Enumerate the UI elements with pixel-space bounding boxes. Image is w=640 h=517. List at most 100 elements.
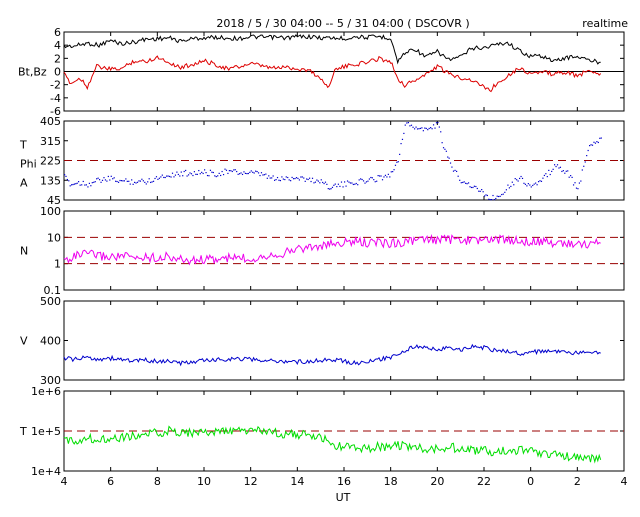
- data-point: [524, 183, 527, 185]
- data-point: [485, 194, 487, 196]
- data-point: [221, 170, 223, 173]
- data-point: [354, 183, 356, 185]
- x-tick-label: 8: [154, 475, 161, 488]
- data-point: [594, 142, 597, 144]
- data-point: [152, 180, 155, 182]
- data-point: [334, 183, 336, 185]
- data-point: [384, 174, 387, 176]
- data-point: [88, 182, 90, 184]
- data-point: [93, 181, 95, 183]
- data-point: [567, 170, 569, 172]
- data-point: [574, 182, 576, 184]
- data-point: [171, 172, 174, 174]
- data-point: [526, 185, 528, 187]
- data-point: [357, 184, 359, 186]
- data-point: [548, 169, 550, 172]
- data-point: [240, 172, 242, 174]
- data-point: [179, 175, 181, 177]
- data-point: [564, 172, 566, 174]
- data-point: [150, 181, 152, 184]
- data-point: [445, 150, 447, 152]
- data-point: [257, 172, 260, 174]
- data-point: [115, 180, 117, 182]
- data-point: [472, 186, 474, 189]
- y-tick-label: 405: [40, 115, 61, 128]
- data-point: [511, 181, 513, 183]
- phi-angle-panel: 405 315 225 135 45 T Phi A: [19, 115, 625, 207]
- data-point: [104, 179, 107, 181]
- data-point: [435, 122, 438, 124]
- data-point: [583, 165, 585, 167]
- y-tick-label: 315: [40, 135, 61, 148]
- data-point: [507, 184, 509, 186]
- data-point: [112, 178, 114, 180]
- data-point: [157, 178, 159, 180]
- y-tick-label: 225: [40, 155, 61, 168]
- data-point: [307, 178, 309, 181]
- data-point: [431, 128, 433, 130]
- data-point: [596, 140, 598, 143]
- data-point: [486, 194, 488, 197]
- data-point: [274, 179, 276, 181]
- y-axis-label: T: [19, 139, 27, 152]
- data-point: [578, 182, 580, 184]
- data-point: [68, 180, 70, 182]
- data-point: [322, 181, 324, 184]
- data-point: [346, 180, 349, 182]
- data-point: [475, 185, 477, 188]
- y-axis-label: T: [19, 425, 27, 438]
- data-point: [319, 182, 321, 184]
- data-point: [128, 180, 130, 182]
- data-point: [502, 193, 504, 195]
- data-point: [189, 172, 191, 174]
- x-tick-label: 18: [384, 475, 398, 488]
- y-tick-label: -4: [50, 92, 61, 105]
- data-point: [237, 173, 239, 175]
- data-point: [263, 174, 265, 176]
- data-point: [489, 199, 491, 201]
- data-point: [327, 188, 329, 190]
- data-point: [234, 169, 236, 171]
- data-point: [387, 173, 389, 175]
- data-point: [403, 132, 405, 135]
- y-tick-label: 10: [47, 231, 61, 244]
- data-point: [134, 181, 136, 184]
- data-point: [138, 180, 140, 182]
- y-tick-label: 1e+5: [31, 425, 61, 438]
- data-point: [457, 175, 459, 177]
- data-point: [414, 128, 416, 130]
- data-point: [298, 179, 300, 181]
- data-point: [508, 187, 510, 189]
- x-tick-label: 0: [527, 475, 534, 488]
- data-point: [304, 180, 306, 182]
- x-tick-label: 4: [621, 475, 628, 488]
- data-point: [390, 171, 392, 173]
- data-point: [324, 181, 327, 183]
- data-point: [389, 176, 391, 178]
- series-line-temperature: [63, 425, 602, 464]
- data-point: [185, 169, 187, 172]
- data-point: [151, 181, 153, 183]
- data-point: [303, 177, 305, 179]
- data-point: [570, 175, 572, 177]
- data-point: [419, 127, 422, 130]
- data-point: [424, 127, 426, 129]
- data-point: [462, 181, 464, 184]
- data-point: [409, 125, 411, 127]
- data-point: [348, 181, 350, 183]
- data-point: [345, 185, 347, 187]
- data-point: [279, 179, 282, 182]
- data-point: [330, 188, 332, 190]
- data-point: [87, 186, 89, 188]
- data-point: [590, 144, 592, 146]
- data-point: [236, 170, 238, 173]
- data-point: [282, 178, 284, 180]
- data-point: [380, 175, 382, 177]
- data-point: [565, 170, 567, 172]
- data-point: [425, 127, 427, 130]
- x-tick-label: 20: [430, 475, 444, 488]
- data-point: [397, 161, 399, 163]
- data-point: [584, 161, 586, 163]
- data-point: [243, 171, 245, 173]
- x-tick-label: 14: [290, 475, 304, 488]
